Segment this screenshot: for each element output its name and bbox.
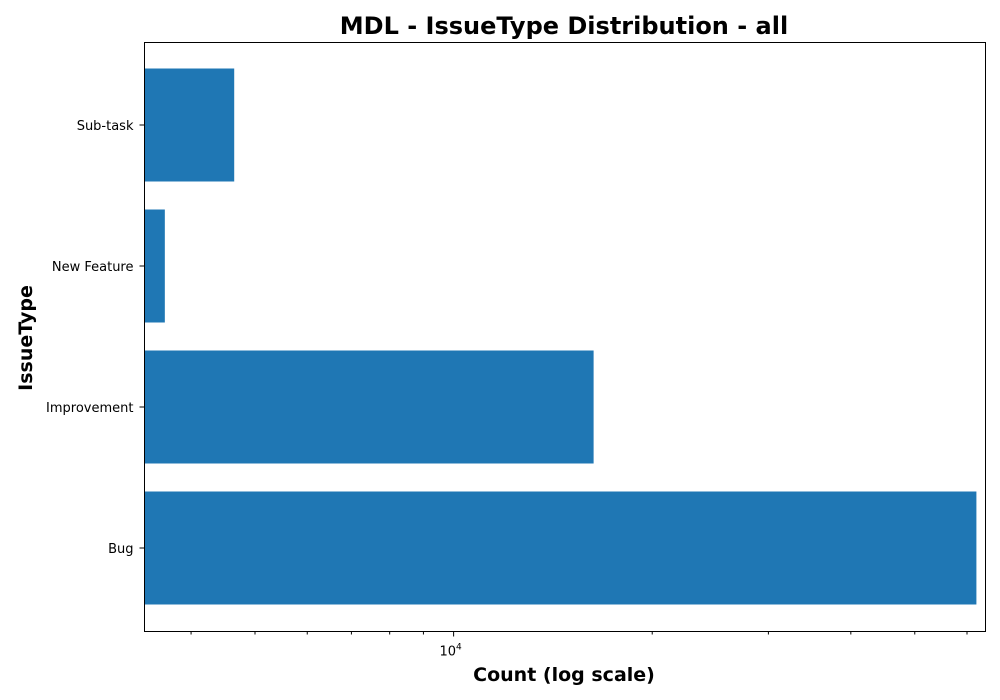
y-tick-label: New Feature (52, 260, 134, 275)
bar-improvement (145, 351, 594, 464)
y-axis-label: IssueType (15, 285, 37, 391)
bars-group (145, 69, 977, 605)
chart-title: MDL - IssueType Distribution - all (340, 12, 788, 40)
bar-bug (145, 492, 977, 605)
y-tick-label: Sub-task (77, 119, 134, 134)
y-tick-label: Bug (108, 542, 133, 557)
x-tick-label: 104 (439, 643, 462, 660)
x-axis-label: Count (log scale) (473, 664, 655, 686)
x-tick-exponent: 4 (456, 643, 462, 653)
bar-sub-task (145, 69, 235, 182)
bar-new-feature (145, 210, 165, 323)
y-tick-label: Improvement (46, 401, 133, 416)
